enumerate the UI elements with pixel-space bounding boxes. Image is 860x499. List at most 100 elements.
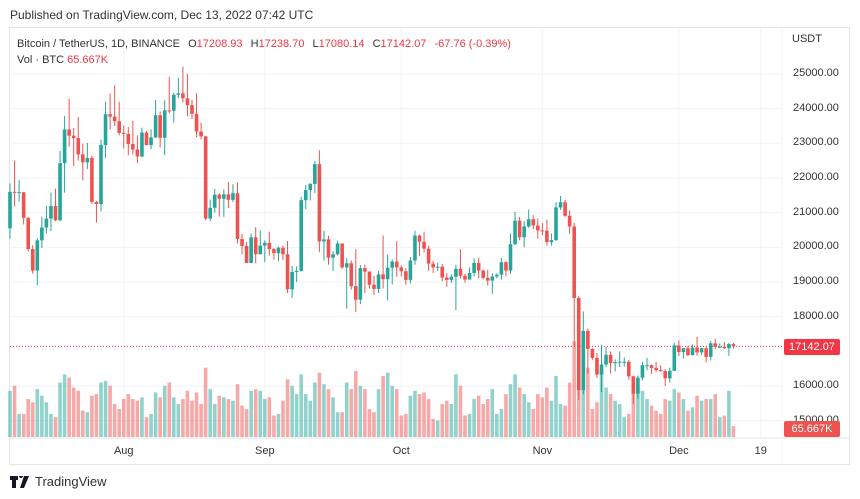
volume-bar — [244, 408, 249, 437]
candle-body — [622, 361, 627, 363]
volume-bar — [158, 397, 162, 437]
volume-bar — [517, 387, 522, 437]
candle-body — [576, 297, 581, 391]
volume-bar — [21, 413, 26, 437]
candle-body — [454, 268, 458, 277]
candle-body — [504, 262, 508, 271]
candle-body — [604, 354, 608, 365]
volume-bar — [285, 379, 290, 437]
price-tick-label: 22000.00 — [793, 170, 839, 183]
candle-body — [463, 275, 467, 280]
volume-bar — [485, 399, 490, 437]
time-tick-label: Dec — [669, 445, 689, 457]
time-tick-label: 19 — [754, 445, 767, 457]
ohlc-row: Bitcoin / TetherUS, 1D, BINANCE O17208.9… — [17, 36, 511, 52]
candle-body — [499, 262, 504, 275]
candle-body — [545, 230, 549, 243]
candle-body — [162, 110, 167, 138]
volume-bar — [199, 404, 203, 437]
candle-body — [663, 371, 667, 379]
volume-bar — [203, 367, 208, 437]
candle-body — [435, 266, 440, 268]
volume-bar — [58, 382, 62, 437]
volume-bar — [153, 392, 158, 437]
candle-body — [490, 276, 495, 281]
volume-bar — [49, 413, 53, 437]
volume-bar — [344, 382, 349, 437]
volume-bar — [30, 402, 35, 437]
volume-bar — [372, 412, 376, 437]
volume-bar — [435, 420, 440, 437]
volume-bar — [85, 412, 90, 437]
candle-body — [40, 227, 44, 241]
tradingview-logo[interactable]: TradingView — [10, 474, 107, 489]
close-value: 17142.07 — [380, 38, 427, 50]
volume-bar — [308, 400, 313, 437]
candle-body — [586, 330, 590, 349]
volume-bar — [358, 385, 363, 437]
candle-body — [244, 245, 249, 263]
candle-body — [44, 218, 49, 228]
volume-bar — [131, 399, 135, 437]
volume-bar — [290, 385, 294, 437]
candle-body — [658, 370, 663, 372]
volume-bar — [490, 389, 495, 437]
volume-bar — [367, 408, 372, 437]
price-tick-label: 18000.00 — [793, 309, 839, 322]
volume-bar — [167, 382, 172, 437]
volume-bar — [645, 399, 649, 437]
candle-body — [326, 239, 331, 258]
candle-body — [313, 164, 317, 184]
volume-bar — [162, 385, 167, 437]
volume-bar — [617, 404, 622, 437]
volume-bar — [472, 399, 476, 437]
time-tick-label: Nov — [532, 445, 553, 457]
candle-body — [263, 242, 267, 246]
volume-bar — [281, 400, 285, 437]
candle-body — [563, 202, 567, 216]
candle-body — [121, 132, 126, 134]
volume-bar — [540, 397, 545, 437]
candle-body — [667, 370, 672, 379]
volume-bar — [76, 390, 81, 437]
volume-bar — [627, 413, 631, 437]
volume-bar — [449, 404, 454, 437]
candle-body — [94, 201, 99, 204]
candle-body — [158, 115, 162, 138]
volume-bar — [44, 402, 49, 437]
candle-body — [58, 163, 62, 221]
candle-body — [340, 243, 344, 268]
volume-bar — [249, 390, 253, 437]
candle-body — [258, 245, 263, 255]
candle-body — [417, 235, 422, 242]
candle-body — [208, 207, 212, 219]
candle-body — [144, 132, 149, 146]
volume-bar — [149, 413, 153, 437]
volume-bar — [299, 374, 303, 437]
volume-bar — [90, 395, 94, 437]
volume-bar — [194, 392, 199, 437]
volume-bar — [276, 413, 281, 437]
volume-bar — [417, 394, 422, 437]
candle-body — [372, 284, 376, 289]
candle-body — [440, 266, 445, 278]
volume-label: Vol · BTC — [17, 54, 65, 66]
volume-bar — [613, 400, 617, 437]
candle-body — [485, 277, 490, 281]
price-tick-label: 19000.00 — [793, 274, 839, 287]
candle-body — [21, 192, 26, 218]
volume-bar — [545, 387, 549, 437]
time-tick-label: Oct — [392, 445, 410, 457]
candle-body — [176, 93, 181, 95]
volume-bar — [267, 397, 272, 437]
candle-body — [212, 194, 217, 208]
volume-bar — [294, 394, 299, 437]
volume-bar — [35, 389, 40, 437]
candle-body — [290, 271, 294, 290]
symbol-title[interactable]: Bitcoin / TetherUS, 1D, BINANCE — [17, 38, 181, 50]
volume-bar — [322, 384, 326, 437]
candle-body — [645, 365, 649, 367]
candle-body — [76, 138, 81, 155]
volume-bar — [640, 390, 645, 437]
